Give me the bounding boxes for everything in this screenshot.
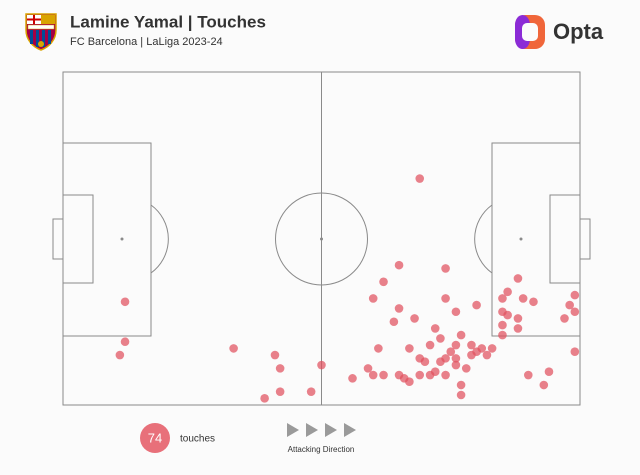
touch-point [441,294,450,303]
count-badge [140,423,170,453]
touch-point [451,360,461,370]
touch-point [570,307,580,317]
touch-point [477,344,487,353]
touch-point [487,344,497,353]
touch-point [410,314,419,323]
touch-point [368,370,378,380]
touch-point [456,380,466,390]
touch-point [436,334,445,343]
touch-point [513,274,523,283]
touch-point [451,307,461,317]
touch-point [425,370,435,380]
touch-point [461,364,471,373]
touch-point [363,364,373,373]
touch-point [565,300,574,310]
touch-point [539,380,549,390]
touch-point [544,367,554,377]
touch-count: 74 [148,430,162,445]
touch-point [394,304,404,313]
touch-point [451,354,461,363]
touch-point [498,294,507,303]
club-crest [25,13,57,51]
touch-point [317,360,326,370]
touch-point [451,340,461,350]
touch-point [260,394,269,403]
touch-point [405,344,414,353]
touch-point [482,350,492,360]
touch-point [456,330,466,340]
touch-point [120,337,130,347]
touch-point [467,340,476,350]
touch-point [513,314,523,323]
touch-point [405,377,414,386]
touch-point [441,370,450,380]
touch-point [374,344,383,353]
brand-name: Opta [553,19,604,44]
touch-point [115,350,125,360]
touch-point [456,390,466,400]
touch-point [275,387,285,396]
touch-point [415,174,425,183]
direction-arrows [287,423,356,437]
touch-points [115,174,580,403]
touch-point [503,287,512,297]
touch-point [518,294,528,303]
touch-point [441,264,450,273]
touch-point [394,260,404,270]
touch-point [120,297,130,307]
touch-point [368,294,378,303]
touch-point [529,297,538,307]
touch-point [348,374,357,383]
touch-point [524,370,533,380]
touch-point [472,300,481,310]
pitch [52,71,591,406]
touch-point [229,344,238,353]
direction-label: Attacking Direction [288,445,355,454]
touch-point [513,324,523,333]
count-label: touches [180,434,215,445]
touch-point [394,370,404,380]
title: Lamine Yamal | Touches [70,12,266,31]
touch-point [389,317,399,327]
touch-point [379,370,388,380]
subtitle: FC Barcelona | LaLiga 2023-24 [70,36,223,48]
touch-point [503,310,512,320]
touch-point [570,347,580,357]
touch-point [379,277,388,287]
touch-point [498,330,507,340]
touch-point [415,370,425,380]
touch-point [270,350,280,360]
touch-point [441,354,450,363]
touch-point [415,354,425,363]
touch-point [560,314,569,323]
touch-point [430,324,440,333]
brand-logo: Opta [515,15,604,49]
touch-point [275,364,285,373]
touch-point [306,387,316,396]
touch-point [425,340,435,350]
touch-point [446,347,456,357]
touch-point [498,320,507,330]
touch-point [570,290,580,300]
